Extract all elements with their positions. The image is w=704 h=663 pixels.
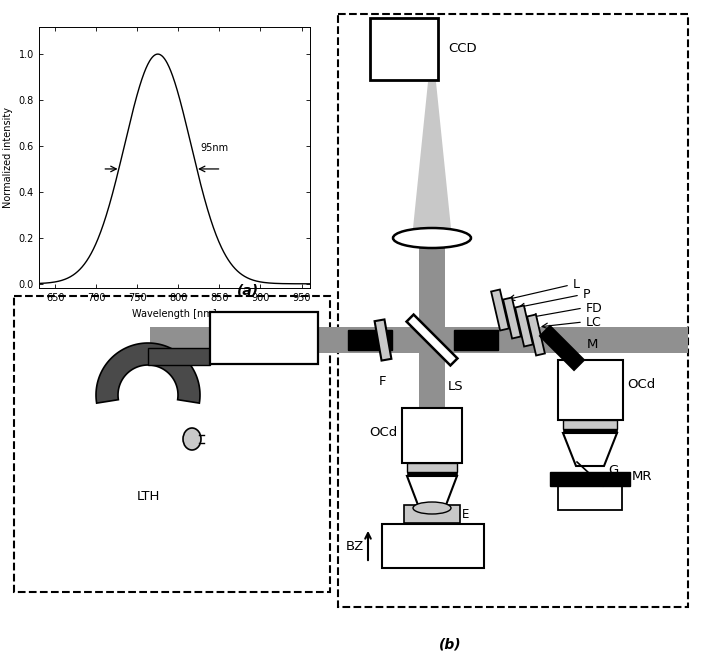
- Text: OCd: OCd: [369, 426, 397, 440]
- Bar: [558, 360, 622, 420]
- Text: 95nm: 95nm: [200, 143, 228, 152]
- Text: L: L: [573, 278, 580, 292]
- Ellipse shape: [413, 502, 451, 514]
- Polygon shape: [407, 476, 457, 505]
- Bar: [370, 18, 438, 80]
- Text: LTH: LTH: [137, 490, 160, 503]
- Bar: [148, 348, 210, 365]
- Text: BZ: BZ: [346, 540, 364, 552]
- Text: F: F: [379, 375, 386, 388]
- Ellipse shape: [393, 228, 471, 248]
- Polygon shape: [96, 343, 200, 403]
- Ellipse shape: [183, 428, 201, 450]
- Bar: [407, 463, 457, 472]
- Bar: [375, 320, 391, 361]
- Text: (a): (a): [237, 284, 259, 298]
- Y-axis label: Normalized intensity: Normalized intensity: [3, 107, 13, 208]
- Bar: [402, 408, 462, 463]
- Bar: [14, 296, 330, 592]
- Text: G: G: [608, 464, 618, 477]
- Bar: [407, 472, 457, 476]
- Bar: [563, 429, 617, 433]
- Text: IK: IK: [258, 332, 270, 345]
- Bar: [563, 420, 617, 429]
- Polygon shape: [563, 433, 617, 466]
- Bar: [491, 290, 509, 330]
- Bar: [454, 330, 498, 350]
- Text: CCD: CCD: [448, 42, 477, 56]
- Bar: [404, 505, 460, 523]
- Text: P: P: [583, 288, 591, 302]
- Bar: [503, 298, 521, 339]
- Text: M: M: [587, 339, 598, 351]
- Text: MR: MR: [632, 470, 653, 483]
- Text: E: E: [462, 507, 470, 520]
- Bar: [348, 330, 392, 350]
- Bar: [210, 312, 318, 364]
- Bar: [419, 238, 445, 353]
- Bar: [150, 327, 688, 353]
- Bar: [419, 353, 445, 498]
- Text: OCd: OCd: [627, 379, 655, 391]
- Bar: [382, 524, 484, 568]
- Text: (b): (b): [439, 637, 461, 651]
- Text: LC: LC: [586, 316, 602, 328]
- Bar: [515, 306, 533, 347]
- X-axis label: Wavelength [nm]: Wavelength [nm]: [132, 309, 217, 319]
- Bar: [527, 314, 545, 355]
- Bar: [540, 326, 584, 370]
- Polygon shape: [412, 82, 452, 238]
- Bar: [558, 486, 622, 510]
- Text: FD: FD: [586, 302, 603, 314]
- Text: LS: LS: [448, 380, 464, 393]
- Bar: [338, 14, 688, 607]
- Bar: [406, 314, 458, 365]
- Text: PT: PT: [425, 540, 441, 552]
- Bar: [550, 472, 630, 486]
